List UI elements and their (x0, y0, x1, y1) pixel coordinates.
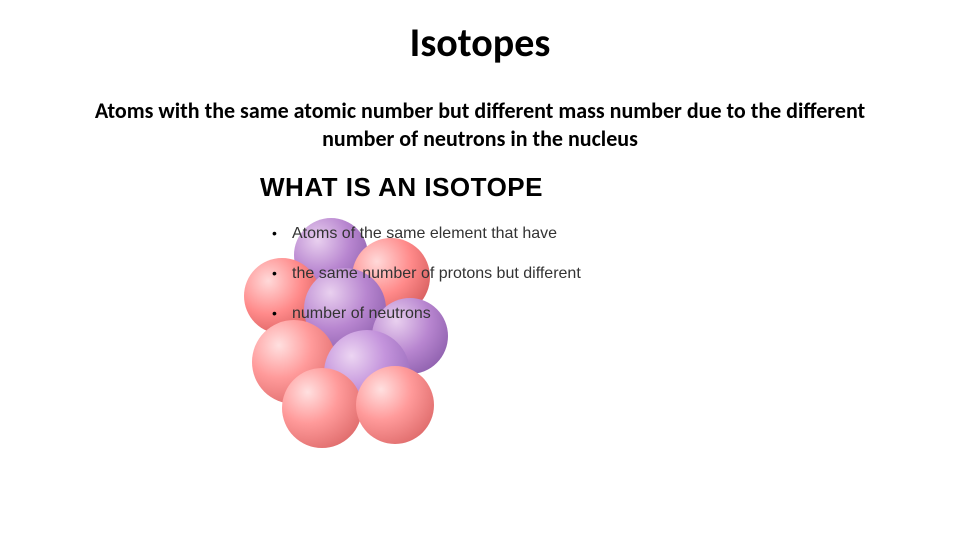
nucleon (356, 366, 434, 444)
list-item: the same number of protons but different (272, 265, 716, 283)
page-title: Isotopes (0, 18, 960, 67)
bullet-text: Atoms of the same element that have (292, 225, 557, 242)
definition-text: Atoms with the same atomic number but di… (90, 97, 870, 152)
isotope-card: WHAT IS AN ISOTOPE Atoms of the same ele… (232, 160, 716, 516)
bullet-text: number of neutrons (292, 305, 431, 322)
slide: Isotopes Atoms with the same atomic numb… (0, 0, 960, 540)
nucleon (282, 368, 362, 448)
list-item: number of neutrons (272, 305, 716, 323)
bullet-text: the same number of protons but different (292, 265, 581, 282)
list-item: Atoms of the same element that have (272, 225, 716, 243)
bullet-list: Atoms of the same element that have the … (272, 225, 716, 323)
card-title: WHAT IS AN ISOTOPE (260, 172, 716, 203)
